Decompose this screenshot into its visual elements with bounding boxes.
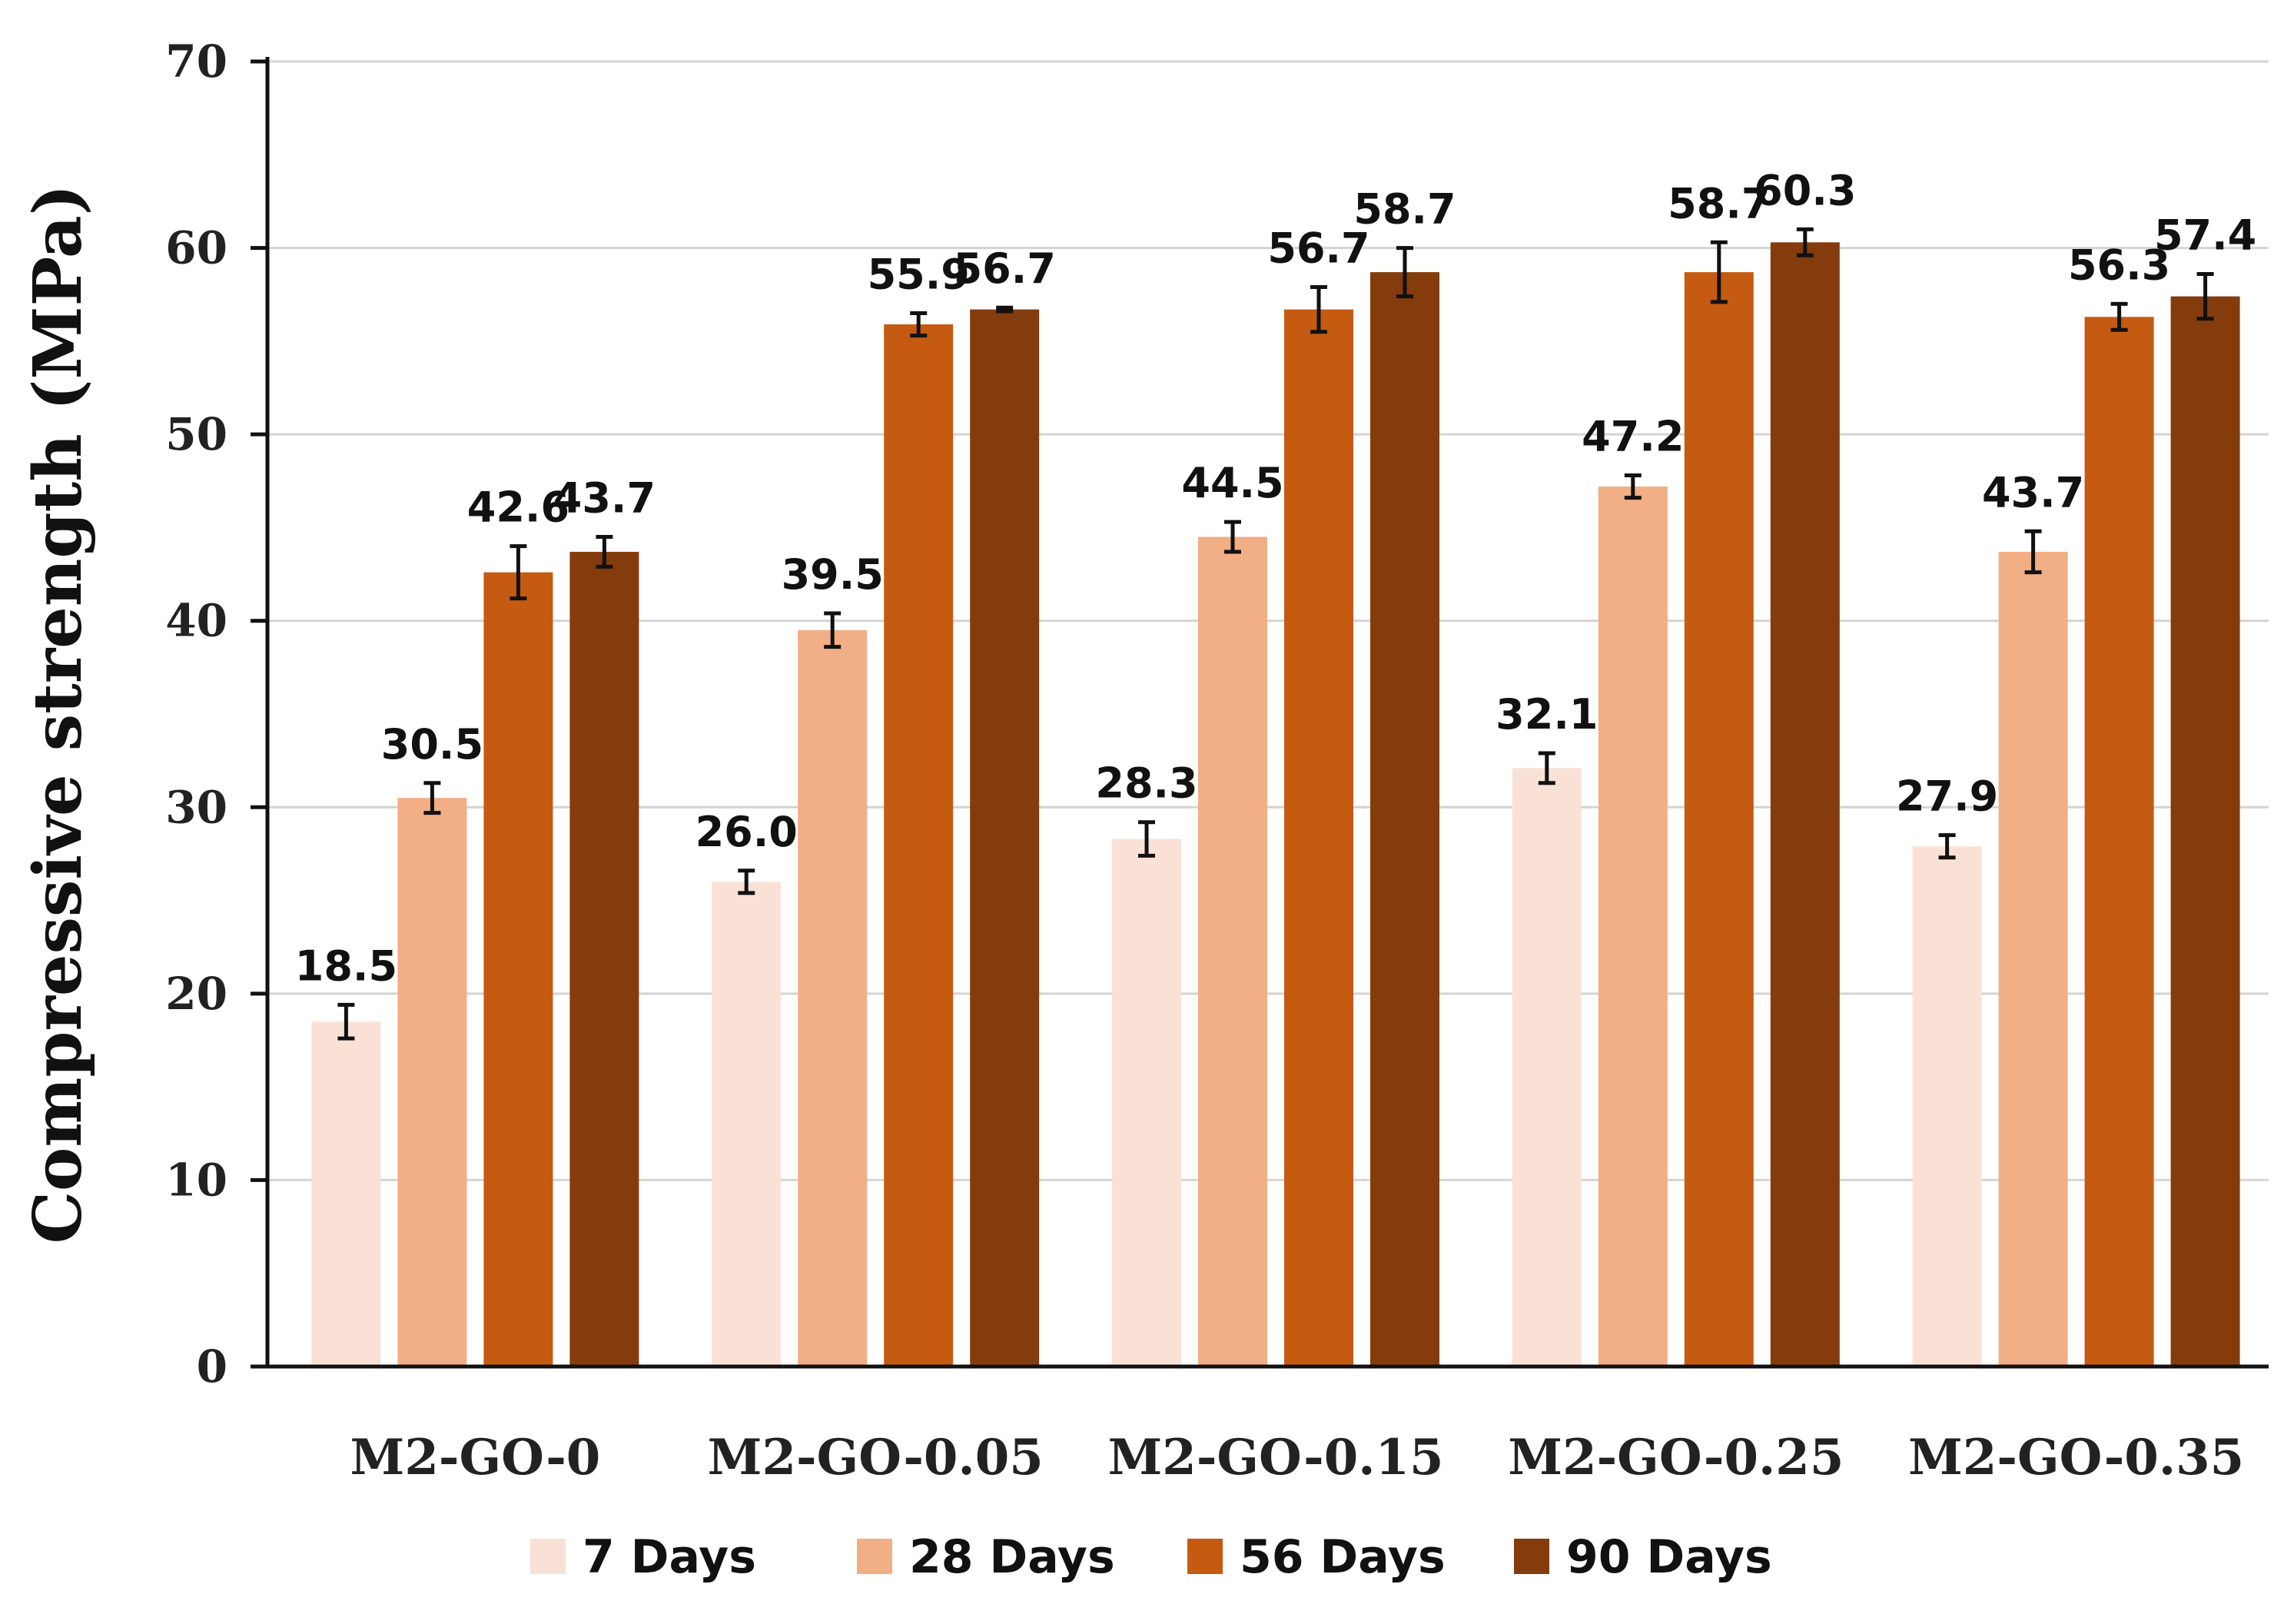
y-tick-label-4: 40 xyxy=(165,595,227,647)
legend-item-1: 28 Days xyxy=(857,1530,1115,1584)
data-label-3-1: 47.2 xyxy=(1582,413,1684,461)
error-bar-2-1 xyxy=(1224,520,1241,554)
bar-4-2 xyxy=(2084,317,2154,1367)
bar-4-0 xyxy=(1912,846,1982,1367)
bar-4-3 xyxy=(2170,296,2240,1367)
data-label-1-2: 55.9 xyxy=(868,250,970,298)
data-label-3-2: 58.7 xyxy=(1668,179,1770,227)
category-label-4: M2-GO-0.35 xyxy=(1908,1429,2244,1486)
error-bar-0-3 xyxy=(596,535,613,569)
data-label-0-1: 30.5 xyxy=(381,720,483,769)
bar-2-2 xyxy=(1284,309,1353,1367)
data-labels: 18.530.542.643.726.039.555.956.728.344.5… xyxy=(295,166,2256,990)
data-label-0-0: 18.5 xyxy=(295,942,397,990)
data-label-4-1: 43.7 xyxy=(1982,468,2084,516)
error-bar-3-1 xyxy=(1624,473,1642,500)
bar-2-0 xyxy=(1112,839,1181,1367)
error-bar-3-2 xyxy=(1710,240,1728,304)
bar-1-2 xyxy=(884,324,954,1367)
error-bar-2-0 xyxy=(1138,820,1155,858)
category-label-3: M2-GO-0.25 xyxy=(1508,1429,1844,1486)
category-labels: M2-GO-0 M2-GO-0.05 M2-GO-0.15 M2-GO-0.25 M2-… xyxy=(350,1429,2245,1486)
legend-swatch-0 xyxy=(530,1539,566,1574)
axes: 0 10 20 30 40 50 60 70 xyxy=(165,35,2269,1393)
legend-item-3: 90 Days xyxy=(1514,1530,1772,1584)
data-label-1-0: 26.0 xyxy=(695,808,798,856)
data-label-2-1: 44.5 xyxy=(1181,459,1283,507)
bar-3-0 xyxy=(1512,768,1582,1367)
error-bar-3-3 xyxy=(1796,227,1814,257)
y-tick-label-6: 60 xyxy=(165,222,227,274)
y-tick-label-3: 30 xyxy=(165,781,227,833)
bar-1-1 xyxy=(798,629,868,1367)
category-label-0: M2-GO-0 xyxy=(350,1429,601,1486)
category-label-2: M2-GO-0.15 xyxy=(1107,1429,1443,1486)
data-label-2-3: 58.7 xyxy=(1353,185,1456,234)
data-label-2-2: 56.7 xyxy=(1267,224,1369,273)
error-bar-0-0 xyxy=(337,1002,355,1041)
bar-0-1 xyxy=(397,798,467,1367)
error-bar-1-1 xyxy=(824,611,842,649)
legend-swatch-1 xyxy=(857,1539,892,1574)
error-bar-1-3 xyxy=(996,305,1014,314)
y-tick-label-2: 20 xyxy=(165,968,227,1020)
legend-swatch-3 xyxy=(1514,1539,1549,1574)
data-label-3-0: 32.1 xyxy=(1496,690,1598,739)
y-tick-label-7: 70 xyxy=(165,35,227,88)
error-bar-4-2 xyxy=(2110,301,2128,332)
bar-0-3 xyxy=(569,551,639,1367)
bar-1-0 xyxy=(712,882,782,1367)
bar-3-2 xyxy=(1684,272,1754,1367)
data-label-1-3: 56.7 xyxy=(954,244,1056,293)
error-bar-2-3 xyxy=(1396,246,1413,299)
error-bar-2-2 xyxy=(1310,285,1327,334)
error-bar-0-1 xyxy=(423,781,441,815)
data-label-0-3: 43.7 xyxy=(553,474,656,523)
y-tick-label-5: 50 xyxy=(165,408,227,460)
y-tick-label-0: 0 xyxy=(197,1340,227,1393)
error-bar-1-2 xyxy=(910,311,928,338)
bar-0-2 xyxy=(483,572,553,1367)
error-bar-3-0 xyxy=(1538,751,1555,785)
data-label-3-3: 60.3 xyxy=(1754,166,1856,214)
bar-3-3 xyxy=(1770,242,1840,1367)
data-label-0-2: 42.6 xyxy=(467,483,569,532)
legend-swatch-2 xyxy=(1187,1539,1223,1574)
legend-label-0: 7 Days xyxy=(583,1530,756,1584)
bars xyxy=(311,242,2240,1367)
bar-1-3 xyxy=(970,309,1040,1367)
error-bar-4-3 xyxy=(2196,272,2214,321)
legend-label-1: 28 Days xyxy=(909,1530,1115,1584)
legend-label-2: 56 Days xyxy=(1240,1530,1446,1584)
y-tick-label-1: 10 xyxy=(165,1154,227,1206)
error-bar-4-0 xyxy=(1938,833,1956,860)
bar-3-1 xyxy=(1598,487,1668,1367)
bar-0-0 xyxy=(311,1021,381,1367)
y-axis-label: Compressive strength (MPa) xyxy=(19,184,97,1244)
error-bar-1-0 xyxy=(738,868,755,895)
bar-2-1 xyxy=(1198,536,1267,1367)
error-bars xyxy=(337,227,2214,1041)
bar-2-3 xyxy=(1370,272,1439,1367)
error-bar-0-2 xyxy=(510,544,527,601)
bar-4-1 xyxy=(1998,551,2068,1367)
data-label-2-0: 28.3 xyxy=(1095,759,1197,808)
legend-item-2: 56 Days xyxy=(1187,1530,1446,1584)
data-label-4-2: 56.3 xyxy=(2068,241,2170,289)
legend-item-0: 7 Days xyxy=(530,1530,756,1584)
data-label-1-1: 39.5 xyxy=(782,550,884,599)
data-label-4-3: 57.4 xyxy=(2154,211,2256,260)
legend: 7 Days 28 Days 56 Days 90 Days xyxy=(530,1530,1772,1584)
error-bar-4-1 xyxy=(2024,529,2042,575)
data-label-4-0: 27.9 xyxy=(1896,772,1998,821)
legend-label-3: 90 Days xyxy=(1566,1530,1772,1584)
category-label-1: M2-GO-0.05 xyxy=(708,1429,1044,1486)
